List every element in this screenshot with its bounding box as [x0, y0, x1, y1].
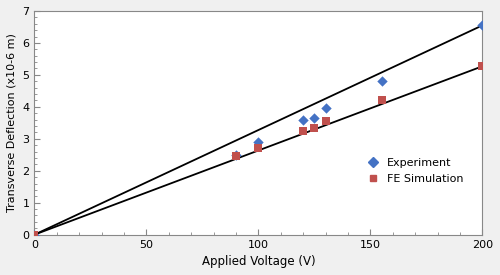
- Point: [310, 116, 318, 120]
- Point: [478, 64, 486, 68]
- Point: [254, 145, 262, 150]
- Point: [300, 129, 308, 133]
- X-axis label: Applied Voltage (V): Applied Voltage (V): [202, 255, 316, 268]
- Point: [378, 98, 386, 103]
- Point: [254, 140, 262, 144]
- Point: [310, 125, 318, 130]
- Point: [322, 118, 330, 123]
- Point: [30, 232, 38, 237]
- Point: [30, 232, 38, 237]
- Legend: Experiment, FE Simulation: Experiment, FE Simulation: [357, 153, 468, 189]
- Point: [378, 79, 386, 83]
- Point: [232, 154, 240, 159]
- Point: [232, 153, 240, 157]
- Point: [322, 106, 330, 111]
- Point: [478, 23, 486, 28]
- Y-axis label: Transverse Deflection (x10-6 m): Transverse Deflection (x10-6 m): [7, 33, 17, 212]
- Point: [300, 117, 308, 122]
